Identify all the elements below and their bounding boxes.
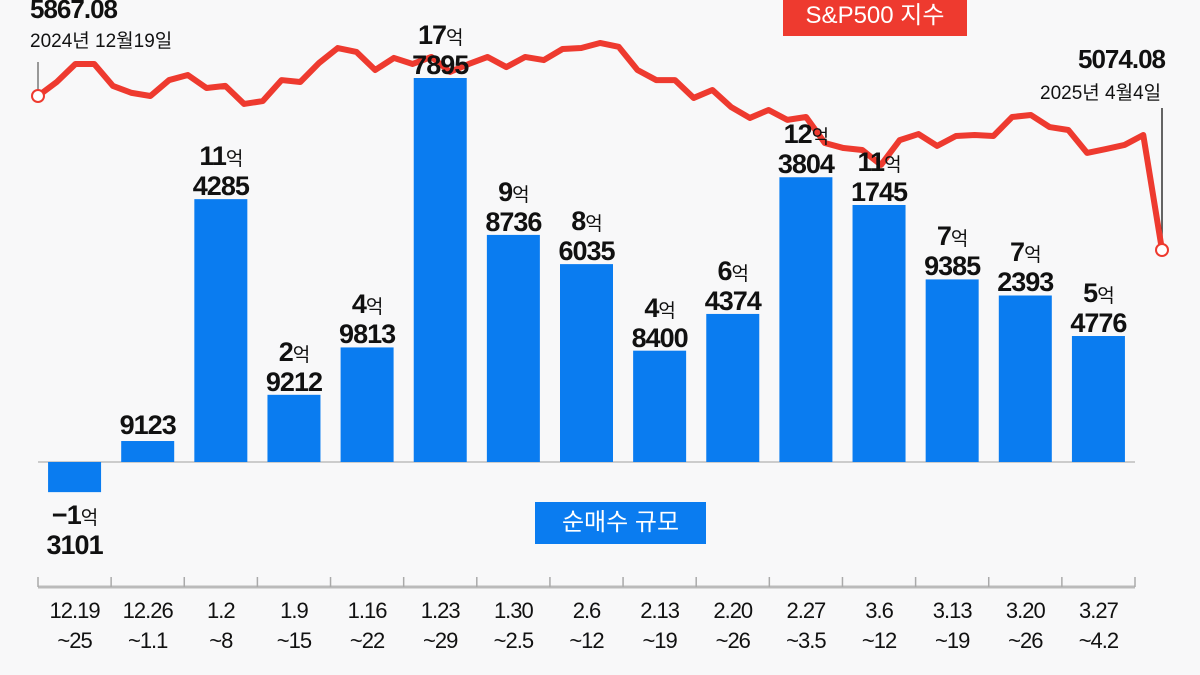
bar-label-man: 9385 xyxy=(924,251,981,282)
bar-label-man: 8736 xyxy=(485,206,542,237)
bar-label-man: 7895 xyxy=(412,50,469,80)
bar-label-eok: 12억 xyxy=(783,119,830,150)
bar-label-eok: 2억 xyxy=(278,336,311,367)
bar xyxy=(706,313,760,462)
bar-label-eok: 8억 xyxy=(571,206,603,237)
bar-label-man: 4285 xyxy=(192,171,250,202)
bar-label: −1억 3101 xyxy=(30,502,120,559)
bar-label-eok: 6억 xyxy=(717,255,750,286)
bar xyxy=(779,177,833,462)
bar xyxy=(121,441,175,462)
x-tick-label: 2.6 ~12 xyxy=(569,598,604,653)
x-tick-label: 2.20 ~26 xyxy=(713,598,753,653)
bar-label-man: 4374 xyxy=(704,285,762,316)
bar-label-eok: 5억 xyxy=(1083,278,1115,308)
bar xyxy=(486,234,540,462)
bar-label-man: 9123 xyxy=(119,410,177,441)
x-tick-label: 1.30 ~2.5 xyxy=(493,598,534,653)
start-point xyxy=(31,89,45,103)
bar-label-eok: 11억 xyxy=(199,141,243,172)
bar-label: 7억 9385 xyxy=(907,223,997,280)
bar xyxy=(267,394,321,462)
x-tick-label: 1.23 ~29 xyxy=(420,598,461,653)
legend-sp500: S&P500 지수 xyxy=(783,0,967,36)
bar-label: 6억 4374 xyxy=(688,255,778,316)
bar-label: 12억 3804 xyxy=(761,121,851,178)
x-tick-label: 2.27 ~3.5 xyxy=(786,598,826,653)
bar xyxy=(340,347,394,462)
bar-label: 7억 2393 xyxy=(980,239,1070,296)
start-value: 5867.08 xyxy=(30,0,118,24)
end-value: 5074.08 xyxy=(1078,44,1166,74)
x-tick-label: 3.27 ~4.2 xyxy=(1078,598,1119,653)
x-tick-label: 1.2 ~8 xyxy=(207,598,236,653)
bar-label: 4억 9813 xyxy=(322,291,412,348)
bar-label-eok: 11억 xyxy=(857,146,902,177)
x-tick-label: 1.16 ~22 xyxy=(347,598,388,653)
sp500-line xyxy=(36,39,1165,251)
bar-label-eok: 4억 xyxy=(351,289,384,320)
bar-label: 11억 1745 xyxy=(834,146,924,207)
bar xyxy=(1071,336,1125,462)
bar-label-eok: −1억 xyxy=(51,500,98,531)
bar-label-man: 3101 xyxy=(46,530,104,561)
bar-label: 2억 9212 xyxy=(249,336,339,397)
bar-label-man: 3804 xyxy=(777,149,835,180)
x-tick-label: 2.13 ~19 xyxy=(640,598,680,653)
bar-label-eok: 7억 xyxy=(1010,237,1042,268)
legend-net-buy: 순매수 규모 xyxy=(535,502,706,544)
bar-label-eok: 7억 xyxy=(936,221,969,252)
bar xyxy=(560,264,613,462)
bar-label-man: 6035 xyxy=(558,236,615,267)
bar-label: 9억 8736 xyxy=(468,176,558,237)
bar-label-man: 1745 xyxy=(850,176,908,207)
bar-label: 11억 4285 xyxy=(176,143,266,200)
end-date: 2025년 4월4일 xyxy=(1040,83,1162,104)
start-date: 2024년 12월19일 xyxy=(30,31,173,52)
x-tick-label: 3.13 ~19 xyxy=(932,598,973,653)
x-tick-label: 1.9 ~15 xyxy=(276,598,312,653)
end-point xyxy=(1155,243,1169,257)
x-tick-label: 12.26 ~1.1 xyxy=(122,598,174,653)
bar xyxy=(925,279,979,462)
bar-label-eok: 4억 xyxy=(644,292,676,323)
bar-label-man: 2393 xyxy=(997,267,1054,298)
bar xyxy=(852,204,906,462)
bar-label: 4억 8400 xyxy=(615,292,705,353)
x-tick-label: 3.20 ~26 xyxy=(1005,598,1046,653)
bar-label: 5억 4776 xyxy=(1053,280,1143,337)
bar-label-eok: 9억 xyxy=(498,176,530,207)
bar xyxy=(413,78,467,462)
bar-label-man: 8400 xyxy=(631,322,689,353)
bar-label-man: 4776 xyxy=(1070,308,1127,338)
bar xyxy=(48,462,102,493)
bar-label: 8억 6035 xyxy=(542,208,632,265)
bar xyxy=(194,199,248,462)
bar-label-man: 9212 xyxy=(265,366,323,397)
bar xyxy=(633,350,687,462)
x-tick-label: 3.6 ~12 xyxy=(861,598,897,653)
bar-label: 9123 xyxy=(103,412,193,439)
bar xyxy=(998,295,1052,462)
x-tick-label: 12.19 ~25 xyxy=(49,598,101,653)
bar-label: 17억 7895 xyxy=(395,22,485,79)
bar-label-man: 9813 xyxy=(339,319,396,350)
bar-label-eok: 17억 xyxy=(417,20,464,50)
